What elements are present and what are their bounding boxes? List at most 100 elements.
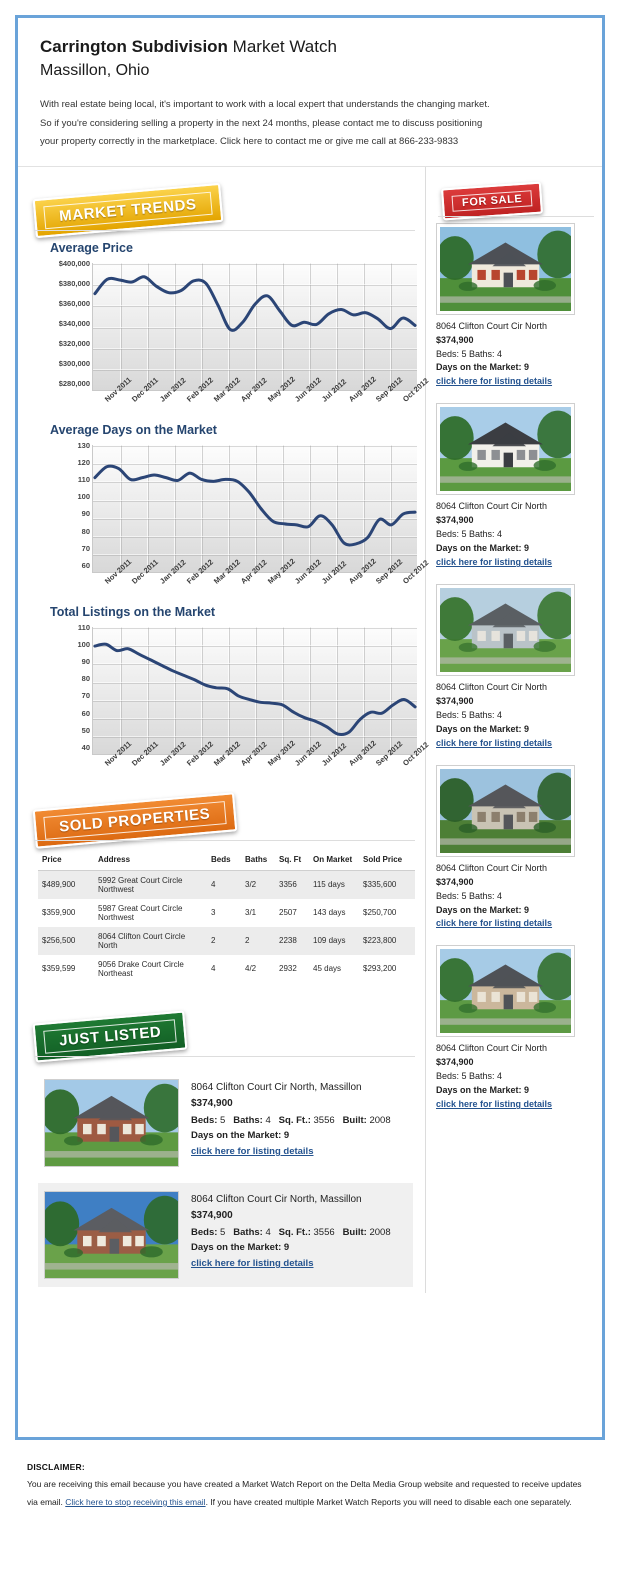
cell-on-market: 143 days — [313, 908, 346, 918]
just-listed-item[interactable]: 8064 Clifton Court Cir North, Massillon … — [38, 1071, 413, 1175]
listings-line-series — [93, 627, 417, 754]
disclaimer-text: You are receiving this email because you… — [27, 1476, 587, 1512]
report-body: MARKET TRENDS Average Price $400,000 $380… — [18, 166, 602, 1293]
x-axis-labels: Nov 2011 Dec 2011 Jan 2012 Feb 2012 Mar 2012… — [92, 374, 430, 437]
cell-on-market: 45 days — [313, 964, 342, 974]
listing-info: 8064 Clifton Court Cir North, Massillon … — [191, 1079, 391, 1167]
listing-price: $374,900 — [436, 334, 474, 345]
listing-specs: Beds: 5 Baths: 4 Sq. Ft.: 3556 Built: 20… — [191, 1226, 391, 1238]
section-divider — [438, 215, 594, 217]
intro-paragraph: With real estate being local, it's impor… — [40, 96, 580, 152]
just-listed-item[interactable]: 8064 Clifton Court Cir North, Massillon … — [38, 1182, 413, 1287]
vertical-gridlines — [93, 262, 417, 390]
listing-beds-baths: Beds: 5 Baths: 4 — [436, 709, 503, 720]
section-divider — [34, 229, 415, 231]
y-tick-label: 120 — [77, 457, 90, 467]
chart-total-listings: Total Listings on the Market 110 100 90 80 7… — [18, 604, 431, 777]
for-sale-item[interactable]: 8064 Clifton Court Cir North $374,900 Be… — [436, 764, 594, 932]
cell-on-market: 109 days — [313, 936, 346, 946]
listing-photo[interactable] — [436, 764, 575, 857]
listing-details-link[interactable]: click here for listing details — [191, 1258, 314, 1270]
listing-days-on-market: Days on the Market: 9 — [436, 543, 530, 554]
y-tick-label: 80 — [81, 674, 90, 684]
y-tick-label: 130 — [77, 440, 90, 450]
unsubscribe-link[interactable]: Click here to stop receiving this email — [65, 1496, 206, 1507]
listing-price: $374,900 — [436, 1057, 474, 1068]
cell-price: $359,599 — [42, 964, 76, 974]
column-header-price: Price — [38, 850, 94, 871]
table-body: $489,900 5992 Great Court Circle Northwes… — [38, 870, 415, 983]
listing-info: 8064 Clifton Court Cir North $374,900 Be… — [436, 862, 594, 932]
cell-address: 8064 Clifton Court Circle North — [98, 931, 186, 950]
for-sale-item[interactable]: 8064 Clifton Court Cir North $374,900 Be… — [436, 584, 594, 751]
listing-price: $374,900 — [191, 1098, 233, 1110]
table-header-row: Price Address Beds Baths Sq. Ft On Market Sold… — [38, 850, 415, 871]
y-tick-label: 60 — [81, 708, 90, 718]
page-subtitle: Massillon, Ohio — [40, 61, 150, 79]
listing-details-link[interactable]: click here for listing details — [191, 1146, 314, 1158]
report-header: Carrington Subdivision Market Watch Mass… — [18, 18, 602, 167]
series-line — [95, 466, 415, 545]
for-sale-item[interactable]: 8064 Clifton Court Cir North $374,900 Be… — [436, 403, 594, 570]
listing-details-link[interactable]: click here for listing details — [436, 737, 553, 748]
intro-line-3: your property correctly in the marketpla… — [40, 136, 459, 148]
chart-canvas: $400,000 $380,000 $360,000 $340,000 $320,000… — [38, 258, 431, 413]
listing-photo[interactable] — [436, 403, 575, 496]
y-tick-label: 90 — [81, 657, 90, 667]
chart-title: Total Listings on the Market — [50, 604, 216, 619]
intro-line-2: So if you're considering selling a prope… — [40, 117, 483, 129]
for-sale-item[interactable]: 8064 Clifton Court Cir North $374,900 Be… — [436, 222, 594, 390]
listing-details-link[interactable]: click here for listing details — [436, 1099, 553, 1110]
cell-price: $359,900 — [42, 908, 76, 918]
series-line — [95, 644, 415, 734]
for-sale-list: 8064 Clifton Court Cir North $374,900 Be… — [426, 222, 602, 1112]
listing-photo[interactable] — [44, 1190, 179, 1279]
listing-address: 8064 Clifton Court Cir North, Massillon — [191, 1193, 362, 1205]
cell-address: 5987 Great Court Circle Northwest — [98, 903, 183, 922]
listing-beds-baths: Beds: 5 Baths: 4 — [436, 348, 503, 359]
intro-line-1: With real estate being local, it's impor… — [40, 99, 490, 111]
column-header-on-market: On Market — [309, 850, 359, 871]
cell-beds: 2 — [211, 936, 216, 946]
listing-address: 8064 Clifton Court Cir North — [436, 1043, 548, 1054]
listing-info: 8064 Clifton Court Cir North, Massillon … — [191, 1191, 391, 1279]
y-tick-label: 100 — [77, 492, 90, 502]
y-tick-label: $400,000 — [58, 258, 90, 268]
listing-info: 8064 Clifton Court Cir North $374,900 Be… — [436, 1042, 594, 1112]
cell-beds: 4 — [211, 964, 216, 974]
y-tick-label: 70 — [81, 543, 90, 553]
y-tick-label: 100 — [77, 639, 90, 649]
listing-days-on-market: Days on the Market: 9 — [436, 723, 530, 734]
listing-address: 8064 Clifton Court Cir North, Massillon — [191, 1081, 362, 1093]
table-row: $256,500 8064 Clifton Court Circle North 2… — [38, 926, 415, 955]
for-sale-item[interactable]: 8064 Clifton Court Cir North $374,900 Be… — [436, 945, 594, 1112]
for-sale-ribbon: FOR SALE — [441, 181, 544, 221]
plot-area — [92, 262, 417, 391]
listing-details-link[interactable]: click here for listing details — [436, 376, 553, 387]
cell-beds: 4 — [211, 880, 216, 890]
plot-area — [92, 626, 417, 755]
chart-average-days-on-market: Average Days on the Market 130 120 110 100 9… — [18, 422, 431, 595]
cell-baths: 3/1 — [245, 908, 257, 918]
listing-photo[interactable] — [436, 945, 575, 1038]
cell-price: $256,500 — [42, 936, 76, 946]
column-header-sqft: Sq. Ft — [275, 850, 309, 871]
y-tick-label: 90 — [81, 509, 90, 519]
listing-days-on-market: Days on the Market: 9 — [436, 904, 530, 915]
for-sale-header: FOR SALE — [432, 181, 602, 221]
email-frame: Carrington Subdivision Market Watch Mass… — [15, 15, 605, 1440]
listing-photo[interactable] — [436, 222, 575, 315]
listing-details-link[interactable]: click here for listing details — [436, 918, 553, 929]
chart-title: Average Days on the Market — [50, 422, 217, 437]
listing-price: $374,900 — [191, 1210, 233, 1222]
listing-photo[interactable] — [44, 1078, 179, 1167]
y-tick-label: 110 — [77, 475, 90, 485]
listing-details-link[interactable]: click here for listing details — [436, 557, 553, 568]
for-sale-sidebar: FOR SALE 8064 Clifton Court Cir North $3… — [425, 166, 602, 1293]
page-title: Carrington Subdivision Market Watch — [40, 36, 580, 59]
listing-beds-baths: Beds: 5 Baths: 4 — [436, 890, 503, 901]
listing-photo[interactable] — [436, 584, 575, 677]
chart-canvas: 110 100 90 80 70 60 50 40 Nov 2011 Dec 2011 Jan 2… — [38, 624, 430, 777]
sold-properties-header: SOLD PROPERTIES — [26, 791, 425, 849]
listing-days-on-market: Days on the Market: 9 — [191, 1130, 290, 1142]
